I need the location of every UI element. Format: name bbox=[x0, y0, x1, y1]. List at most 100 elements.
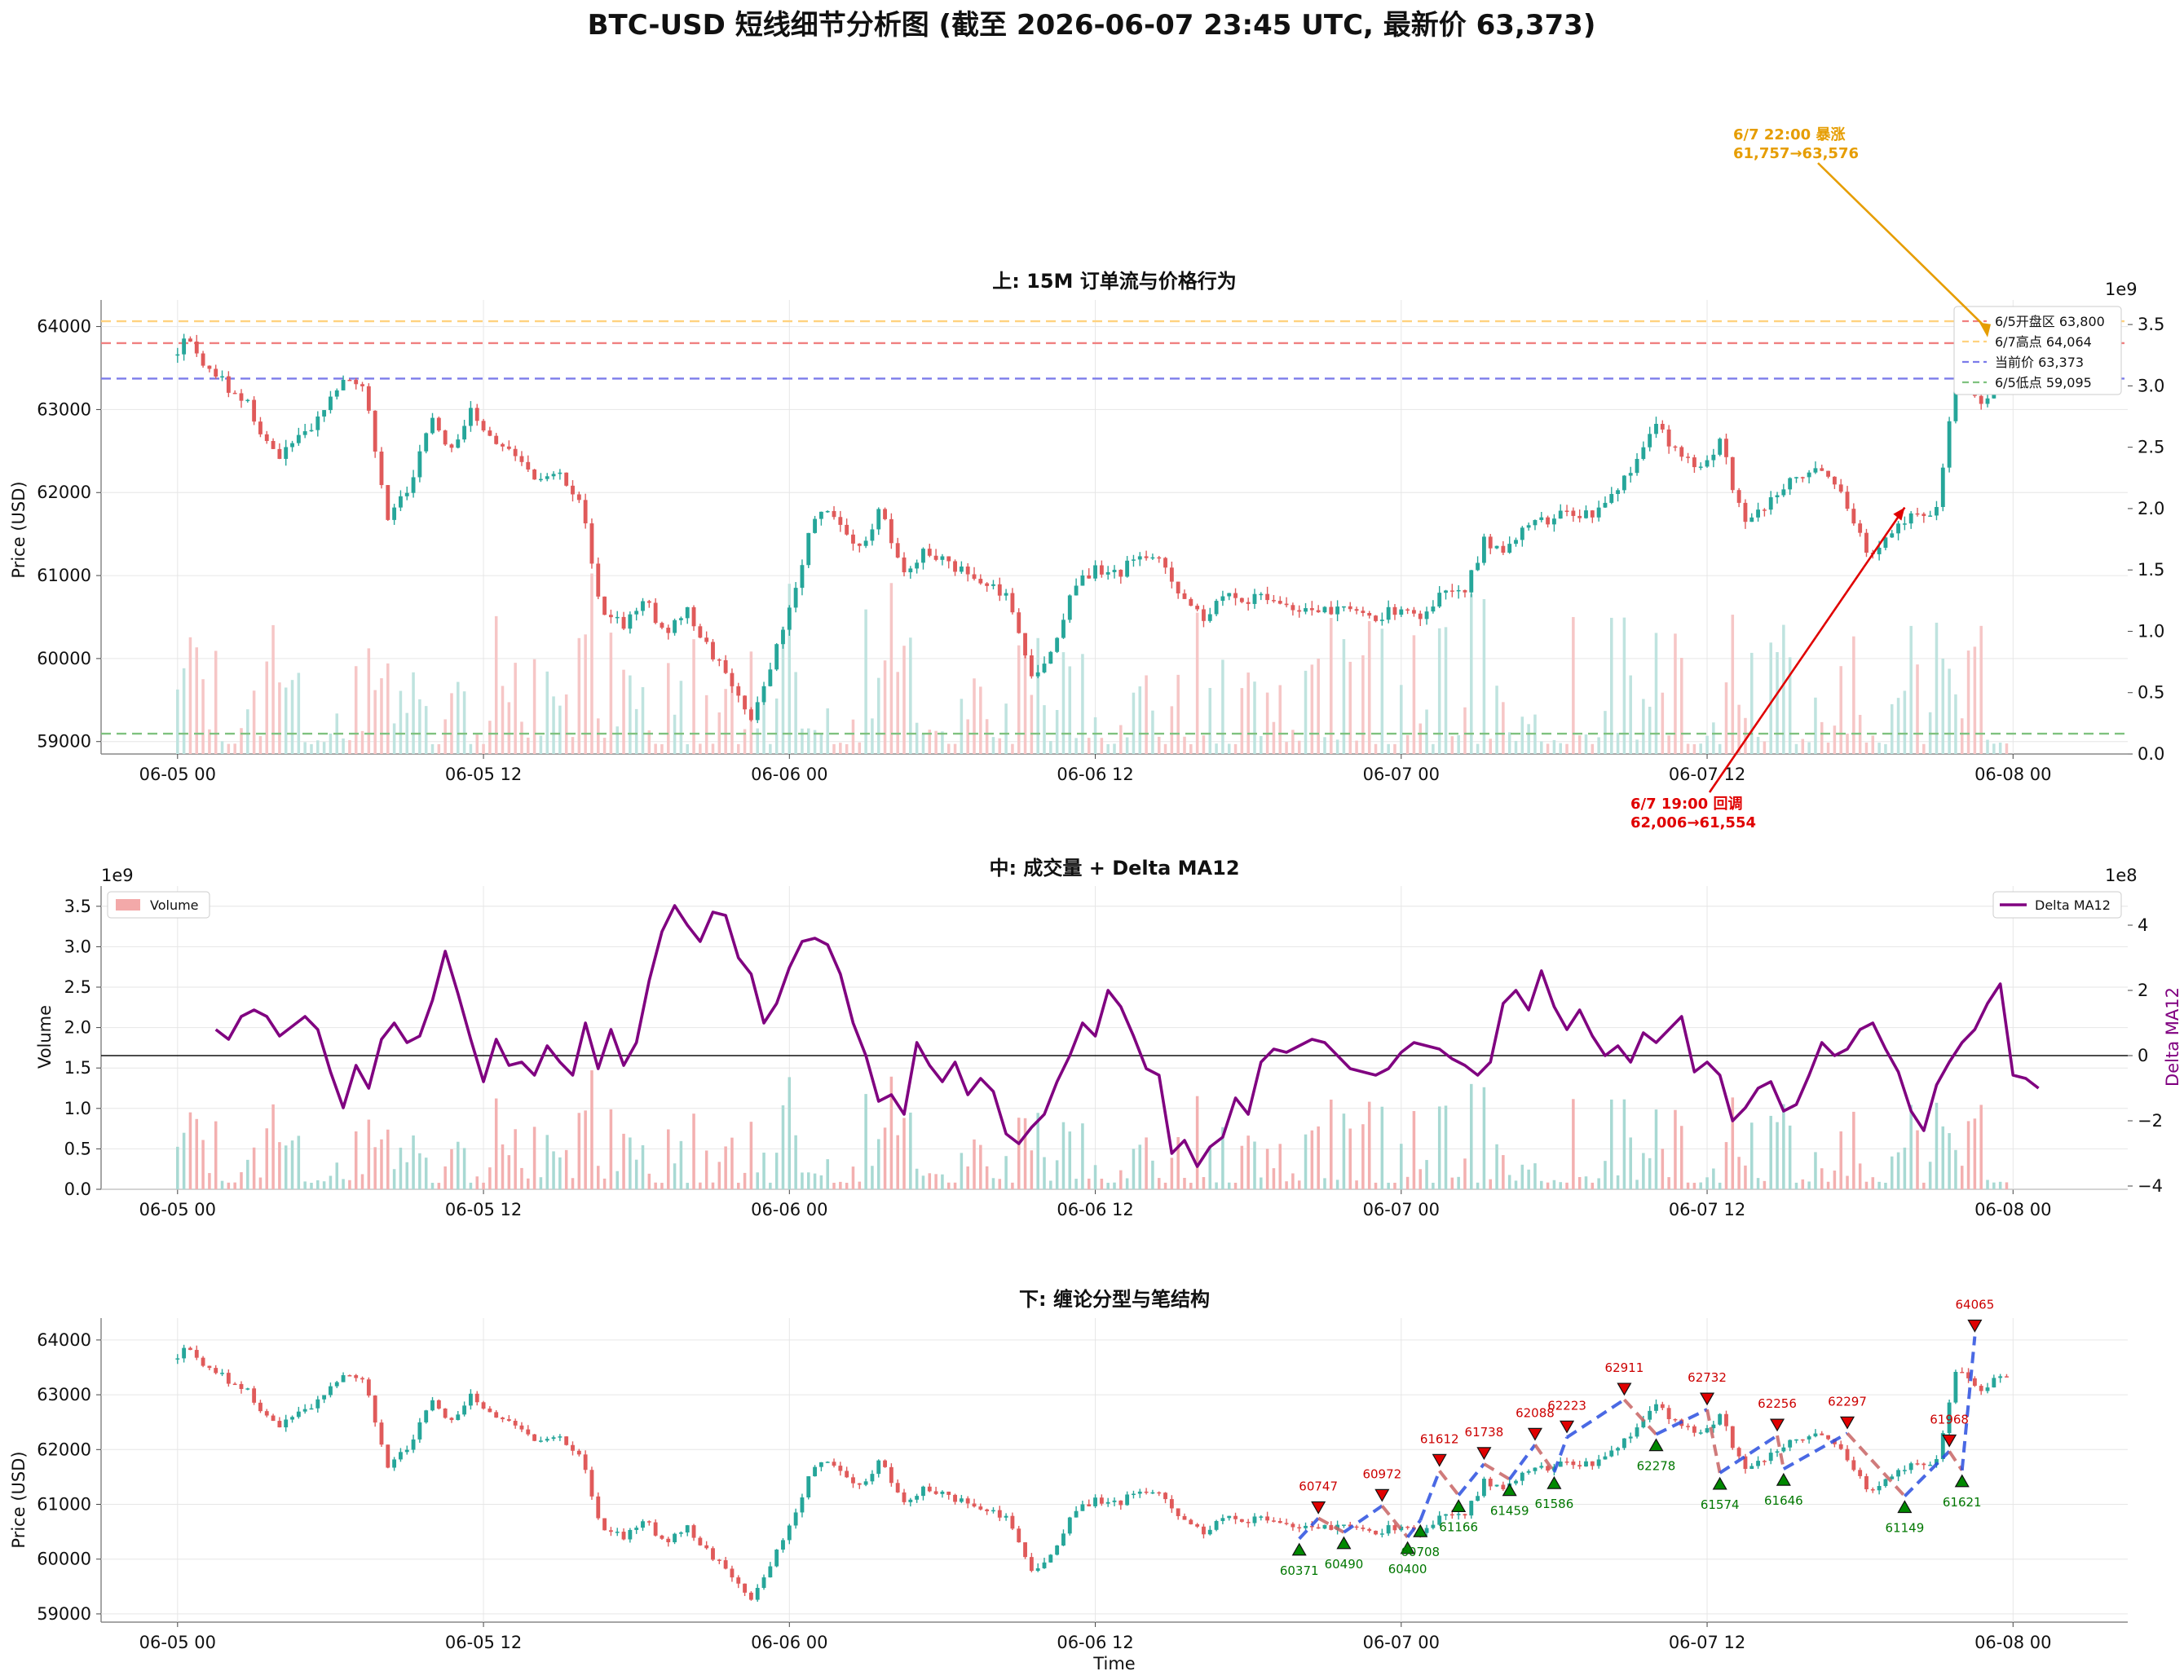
top-volume-bar bbox=[921, 733, 925, 754]
top-candle-body bbox=[1469, 570, 1474, 593]
top-candle-body bbox=[443, 430, 448, 445]
bottom-candle-body bbox=[366, 1379, 371, 1396]
middle-panel-y2label: Delta MA12 bbox=[2163, 987, 2182, 1087]
top-candle-body bbox=[889, 518, 893, 544]
bottom-candle-body bbox=[576, 1450, 581, 1455]
middle-ytick-label: 1.5 bbox=[64, 1058, 91, 1078]
top-candle-body bbox=[1476, 562, 1480, 571]
bottom-candle-body bbox=[220, 1373, 224, 1374]
middle-volume-bar bbox=[730, 1137, 734, 1189]
bottom-candle-body bbox=[985, 1509, 990, 1511]
top-candle-body bbox=[1596, 507, 1601, 518]
top-volume-bar bbox=[711, 743, 715, 754]
top-volume-bar bbox=[1502, 702, 1505, 754]
middle-volume-bar bbox=[941, 1174, 944, 1189]
top-candle-body bbox=[1794, 477, 1798, 478]
middle-volume-bar bbox=[647, 1173, 651, 1189]
middle-volume-bar bbox=[1418, 1169, 1423, 1189]
top-volume-bar bbox=[1310, 664, 1314, 754]
middle-volume-bar bbox=[1520, 1164, 1524, 1189]
top-volume-bar bbox=[781, 626, 785, 754]
top-candle-body bbox=[691, 606, 696, 627]
top-volume-bar bbox=[615, 726, 619, 754]
top-volume-bar bbox=[2005, 743, 2009, 754]
middle-volume-bar bbox=[774, 1153, 779, 1189]
bottom-candle-body bbox=[1628, 1436, 1633, 1439]
bottom-candle-body bbox=[1476, 1496, 1480, 1501]
bottom-candle-body bbox=[1157, 1492, 1162, 1494]
top-candle-body bbox=[978, 579, 983, 584]
top-volume-bar bbox=[724, 689, 727, 754]
bottom-bottom-fractal-marker bbox=[1400, 1541, 1415, 1554]
bottom-candle-body bbox=[1960, 1372, 1965, 1374]
bottom-candle-body bbox=[392, 1459, 397, 1468]
bottom-candle-body bbox=[1609, 1450, 1614, 1457]
bottom-xtick-label: 06-07 12 bbox=[1669, 1633, 1745, 1652]
top-candle-body bbox=[736, 686, 741, 696]
middle-volume-bar bbox=[883, 1127, 887, 1189]
top-candle-body bbox=[813, 518, 817, 533]
middle-volume-bar bbox=[571, 1178, 575, 1189]
top-volume-bar bbox=[1061, 652, 1066, 754]
bottom-candle-body bbox=[417, 1422, 422, 1440]
middle-xtick-label: 06-06 12 bbox=[1057, 1200, 1133, 1219]
top-candle-body bbox=[1291, 605, 1295, 611]
top-candle-body bbox=[329, 396, 333, 411]
bottom-candle-body bbox=[1768, 1453, 1773, 1462]
top-candle-body bbox=[1546, 517, 1551, 525]
top-volume-bar bbox=[699, 743, 702, 754]
middle-volume-bar bbox=[1246, 1135, 1250, 1189]
top-volume-bar bbox=[1215, 743, 1218, 754]
top-volume-bar bbox=[730, 675, 734, 754]
top-candle-body bbox=[851, 534, 855, 544]
top-candle-body bbox=[1826, 470, 1830, 477]
top-candle-body bbox=[1915, 513, 1920, 515]
top-volume-bar bbox=[1941, 658, 1945, 754]
top-volume-bar bbox=[788, 584, 792, 754]
middle-volume-bar bbox=[1776, 1122, 1779, 1189]
bottom-panel-xlabel: Time bbox=[1092, 1654, 1135, 1673]
top-volume-bar bbox=[412, 672, 415, 754]
top-candle-body bbox=[1444, 590, 1448, 593]
middle-volume-bar bbox=[227, 1182, 231, 1189]
bottom-xtick-label: 06-06 00 bbox=[751, 1633, 827, 1652]
bottom-candle-body bbox=[1896, 1470, 1900, 1477]
middle-volume-bar bbox=[1119, 1170, 1123, 1189]
bottom-candle-body bbox=[634, 1528, 639, 1530]
bottom-candle-body bbox=[494, 1412, 499, 1418]
top-ytick-label: 60000 bbox=[37, 649, 91, 668]
bottom-bi-stroke bbox=[1508, 1444, 1537, 1480]
bottom-candle-body bbox=[1481, 1479, 1486, 1497]
top-candle-body bbox=[1023, 633, 1027, 656]
top-volume-bar bbox=[501, 686, 505, 754]
middle-volume-bar bbox=[864, 1094, 867, 1189]
top-candle-body bbox=[1858, 523, 1863, 533]
top-volume-bar bbox=[973, 678, 976, 754]
top-volume-bar bbox=[1093, 717, 1097, 754]
bottom-candle-body bbox=[1207, 1529, 1212, 1535]
bottom-candle-body bbox=[1055, 1545, 1060, 1555]
top-y2tick-label: 1.5 bbox=[2138, 560, 2164, 580]
top-volume-bar bbox=[902, 646, 906, 754]
middle-volume-bar bbox=[845, 1183, 849, 1189]
top-candle-body bbox=[564, 472, 569, 486]
middle-volume-bar bbox=[1705, 1177, 1709, 1189]
top-candle-body bbox=[404, 492, 409, 496]
bottom-candle-body bbox=[1813, 1433, 1818, 1437]
middle-volume-bar bbox=[1457, 1176, 1460, 1189]
bottom-bi-stroke bbox=[1776, 1435, 1785, 1470]
top-candle-body bbox=[1322, 606, 1327, 613]
bottom-candle-body bbox=[1940, 1433, 1945, 1460]
bottom-xtick-label: 06-05 00 bbox=[139, 1633, 216, 1652]
bottom-bi-stroke bbox=[1380, 1505, 1410, 1539]
bottom-bottom-fractal-label: 61574 bbox=[1701, 1497, 1740, 1512]
middle-volume-bar bbox=[1966, 1121, 1970, 1189]
bottom-candle-body bbox=[1150, 1492, 1155, 1494]
top-volume-bar bbox=[227, 743, 231, 754]
middle-volume-bar bbox=[781, 1105, 785, 1189]
top-volume-bar bbox=[1661, 692, 1665, 754]
bottom-candle-body bbox=[1137, 1491, 1142, 1494]
top-candle-body bbox=[239, 393, 244, 401]
top-candle-body bbox=[1564, 510, 1569, 512]
top-candle-body bbox=[551, 474, 556, 477]
